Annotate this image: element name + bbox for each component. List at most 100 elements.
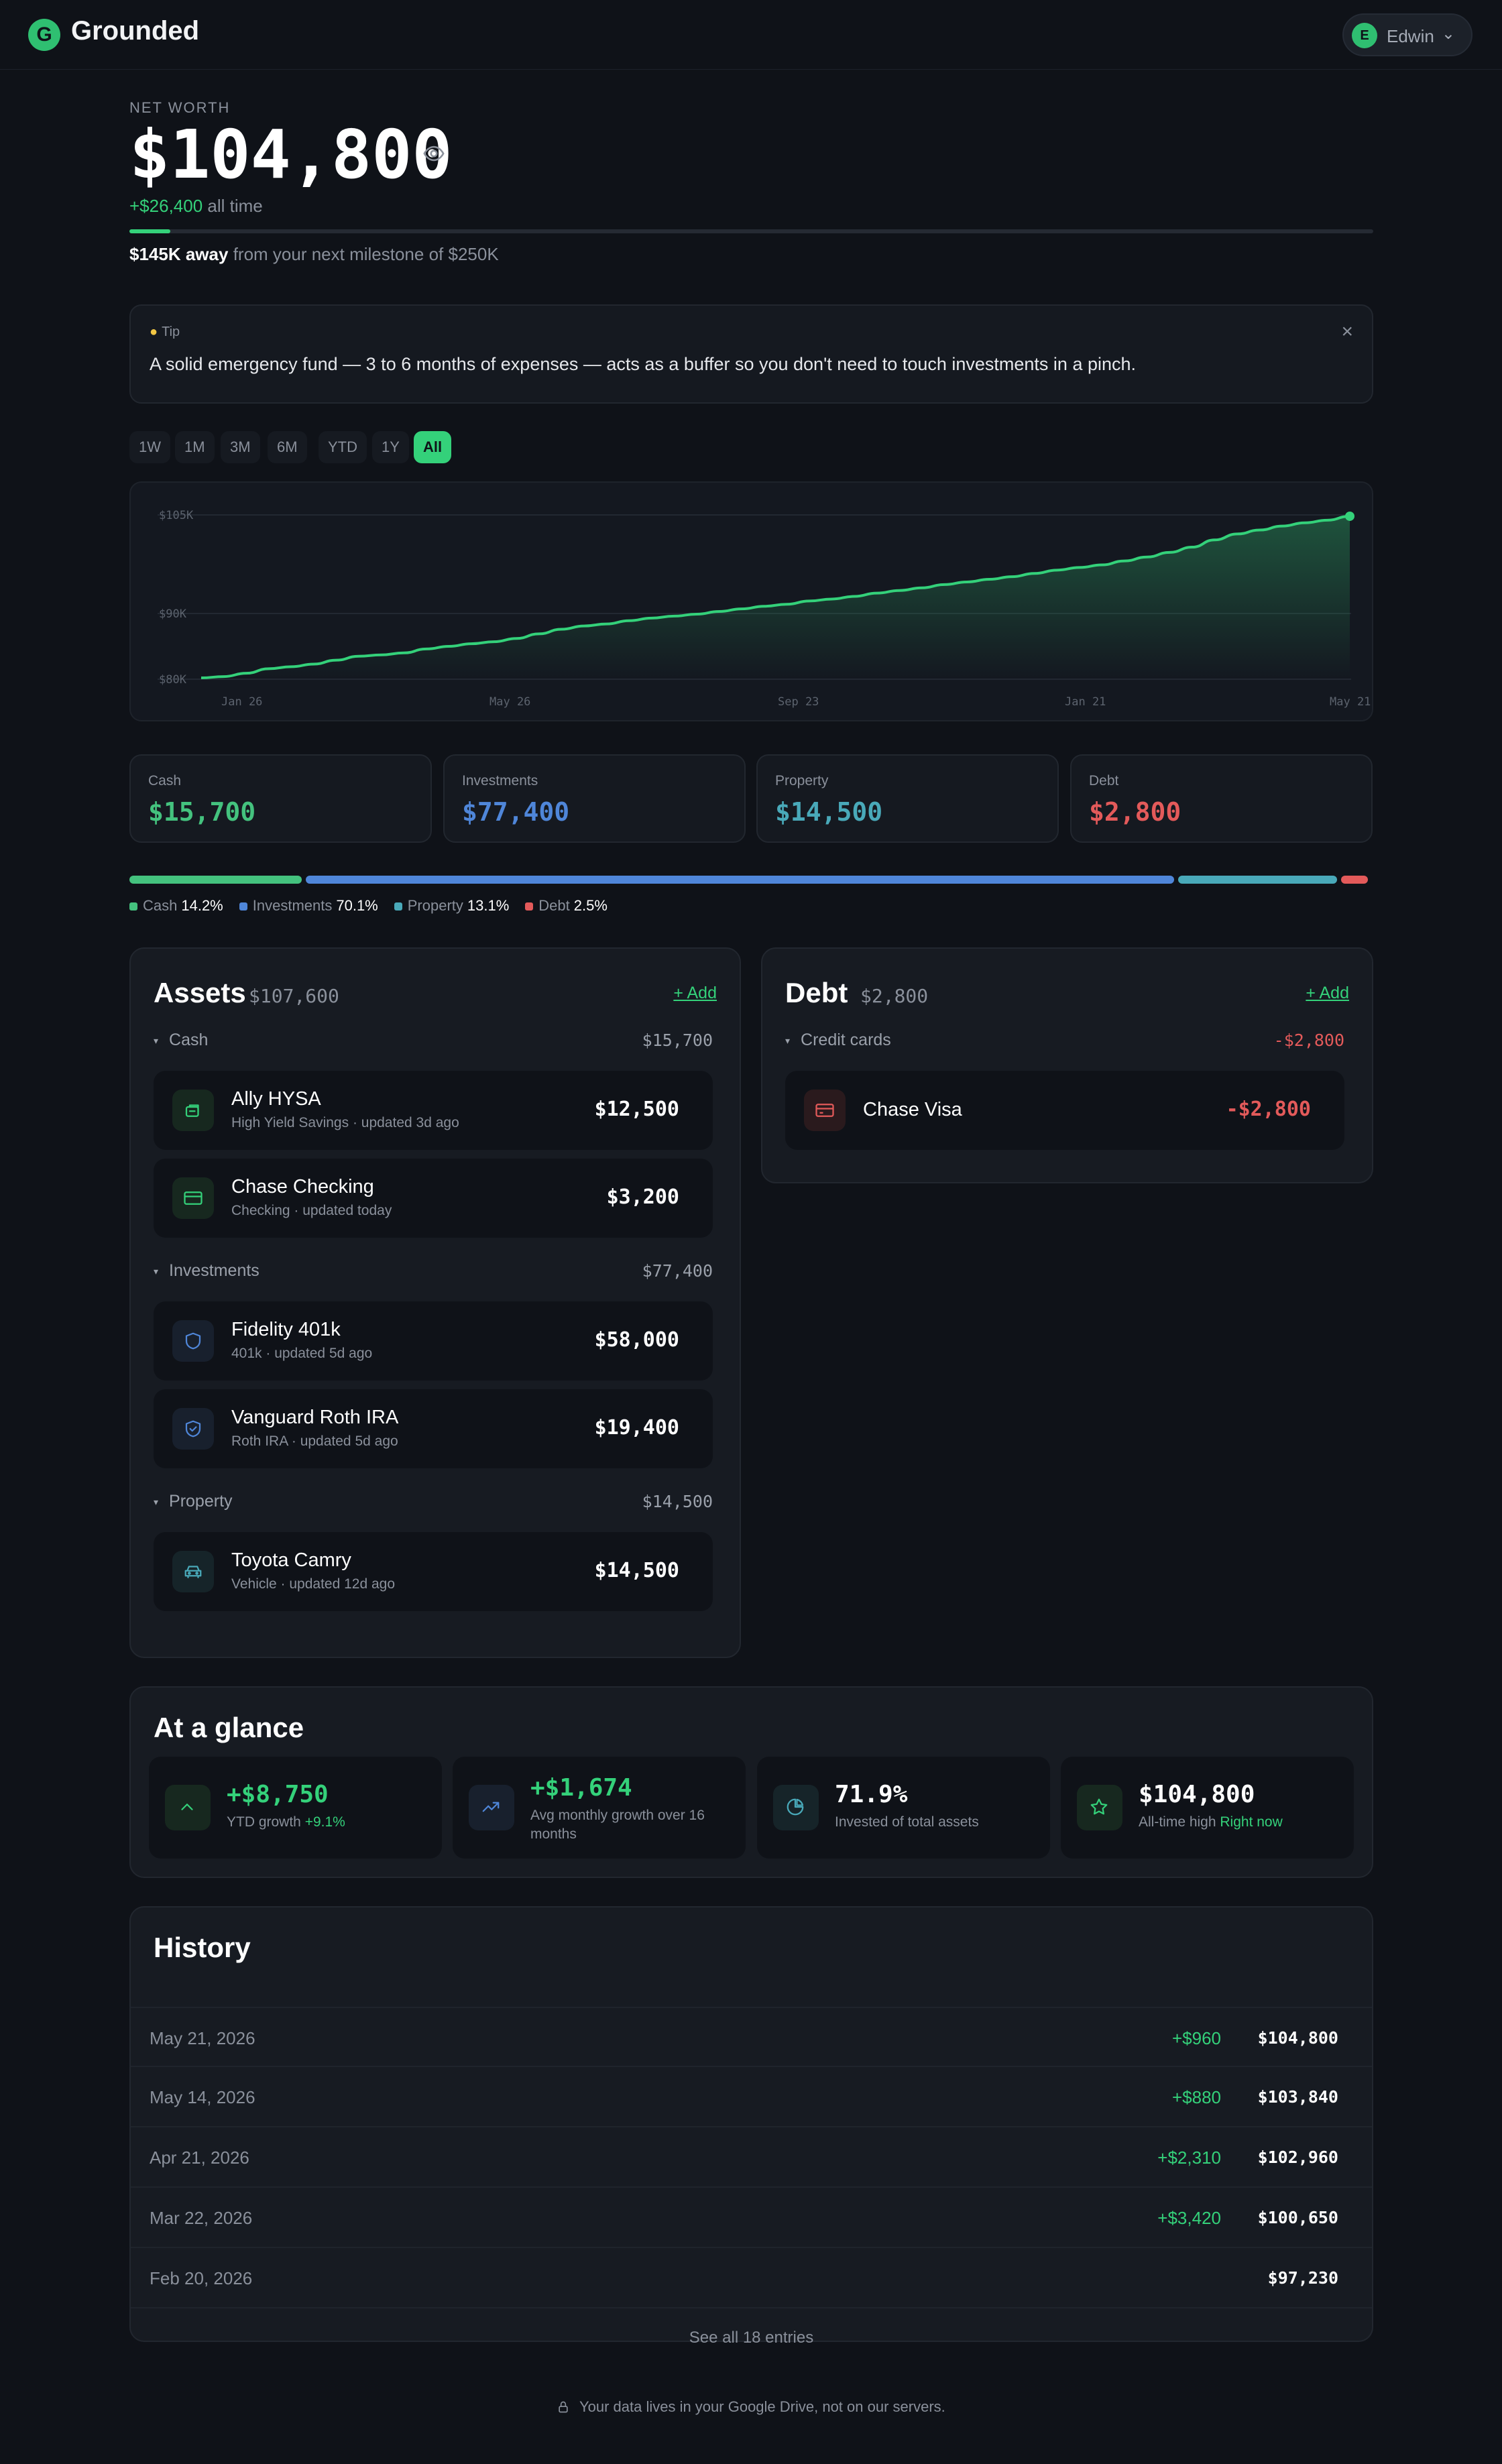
history-total: $103,840: [1257, 2087, 1338, 2107]
history-total: $102,960: [1257, 2148, 1338, 2167]
app-logo[interactable]: G: [28, 19, 60, 51]
summary-card-property[interactable]: Property $14,500: [756, 754, 1059, 843]
account-name: Ally HYSA: [231, 1088, 321, 1110]
history-row[interactable]: Mar 22, 2026 +$3,420 $100,650: [131, 2188, 1372, 2248]
assets-title: Assets: [154, 977, 246, 1008]
group-name: Cash: [169, 1031, 209, 1049]
tip-label: ● Tip: [150, 325, 180, 339]
summary-card-investments[interactable]: Investments $77,400: [443, 754, 746, 843]
legend-percent: 14.2%: [181, 897, 223, 914]
account-subtitle: Roth IRA · updated 5d ago: [231, 1433, 398, 1449]
glance-caption: YTD growth +9.1%: [227, 1813, 428, 1832]
range-tab-3m[interactable]: 3M: [221, 431, 260, 463]
chart-x-tick: May 26: [489, 695, 530, 709]
summary-label: Investments: [462, 773, 538, 788]
caret-down-icon: ▾: [154, 1035, 159, 1046]
footer-note: Your data lives in your Google Drive, no…: [0, 2398, 1502, 2416]
range-tab-1w[interactable]: 1W: [129, 431, 170, 463]
chart-x-tick: Jan 21: [1065, 695, 1106, 709]
account-subtitle: 401k · updated 5d ago: [231, 1346, 373, 1361]
history-date: Mar 22, 2026: [150, 2208, 253, 2228]
legend-swatch: [239, 902, 247, 911]
account-name: Vanguard Roth IRA: [231, 1407, 399, 1428]
chart-x-tick: May 21: [1330, 695, 1371, 709]
summary-label: Debt: [1089, 773, 1119, 788]
card-icon: [172, 1177, 214, 1219]
allocation-bar: [129, 876, 1373, 884]
top-bar: G Grounded E Edwin ⌄: [0, 0, 1502, 70]
group-total: -$2,800: [1273, 1031, 1344, 1050]
account-name: Fidelity 401k: [231, 1319, 341, 1340]
user-name: Edwin: [1387, 26, 1434, 46]
account-amount: $19,400: [594, 1416, 679, 1440]
glance-caption-text: All-time high: [1139, 1814, 1216, 1830]
legend-swatch: [129, 902, 137, 911]
tip-card: ● Tip A solid emergency fund — 3 to 6 mon…: [129, 304, 1373, 404]
account-amount: $12,500: [594, 1098, 679, 1121]
group-cash[interactable]: ▾ Cash $15,700: [154, 1031, 713, 1050]
range-tab-all[interactable]: All: [414, 431, 452, 463]
account-name: Toyota Camry: [231, 1549, 351, 1571]
history-row[interactable]: May 14, 2026 +$880 $103,840: [131, 2067, 1372, 2127]
range-tab-1m[interactable]: 1M: [175, 431, 215, 463]
group-property[interactable]: ▾ Property $14,500: [154, 1492, 713, 1511]
net-worth-change: +$26,400 all time: [129, 196, 263, 217]
summary-label: Property: [775, 773, 829, 788]
legend-item-debt: Debt 2.5%: [525, 897, 608, 915]
summary-card-debt[interactable]: Debt $2,800: [1070, 754, 1373, 843]
history-row[interactable]: Apr 21, 2026 +$2,310 $102,960: [131, 2127, 1372, 2188]
group-credit-cards[interactable]: ▾ Credit cards -$2,800: [785, 1031, 1344, 1050]
range-tab-1y[interactable]: 1Y: [372, 431, 409, 463]
see-all-entries-link[interactable]: See all 18 entries: [689, 2329, 814, 2347]
account-row[interactable]: Vanguard Roth IRA Roth IRA · updated 5d a…: [154, 1389, 713, 1468]
glance-caption: All-time high Right now: [1139, 1813, 1340, 1832]
summary-card-cash[interactable]: Cash $15,700: [129, 754, 432, 843]
chart-y-tick: $105K: [159, 509, 194, 522]
history-title: History: [154, 1932, 251, 1963]
legend-label: Debt: [538, 897, 570, 914]
history-total: $104,800: [1257, 2028, 1338, 2048]
account-row[interactable]: Chase Checking Checking · updated today $3…: [154, 1159, 713, 1238]
history-date: Feb 20, 2026: [150, 2268, 253, 2288]
range-tab-ytd[interactable]: YTD: [319, 431, 367, 463]
glance-caption-highlight: +9.1%: [304, 1814, 345, 1830]
shield-check-icon: [172, 1408, 214, 1450]
group-investments[interactable]: ▾ Investments $77,400: [154, 1261, 713, 1281]
group-total: $15,700: [642, 1031, 713, 1050]
account-amount: -$2,800: [1226, 1098, 1311, 1121]
glance-title: At a glance: [154, 1712, 304, 1743]
account-amount: $58,000: [594, 1328, 679, 1352]
account-row[interactable]: Fidelity 401k 401k · updated 5d ago $58,00…: [154, 1301, 713, 1381]
account-row[interactable]: Toyota Camry Vehicle · updated 12d ago $14…: [154, 1532, 713, 1611]
chart-x-tick: Jan 26: [221, 695, 262, 709]
legend-label: Property: [407, 897, 463, 914]
history-total: $97,230: [1267, 2268, 1338, 2288]
account-row-chase-visa[interactable]: Chase Visa -$2,800: [785, 1071, 1344, 1150]
chart-area: [201, 516, 1350, 679]
net-worth-change-suffix: all time: [207, 196, 263, 216]
add-asset-button[interactable]: + Add: [673, 984, 717, 1002]
glance-caption-text: Avg monthly growth over 16 months: [530, 1808, 705, 1842]
glance-card: +$8,750 YTD growth +9.1%: [149, 1757, 442, 1859]
history-change: +$2,310: [1157, 2148, 1221, 2168]
trend-up-icon: [469, 1785, 514, 1830]
summary-value: $2,800: [1089, 797, 1181, 827]
assets-total: $107,600: [249, 985, 339, 1007]
account-row[interactable]: Ally HYSA High Yield Savings · updated 3d…: [154, 1071, 713, 1150]
account-subtitle: High Yield Savings · updated 3d ago: [231, 1115, 459, 1130]
car-icon: [172, 1551, 214, 1592]
history-row[interactable]: Feb 20, 2026 $97,230: [131, 2248, 1372, 2308]
user-menu-button[interactable]: E Edwin ⌄: [1342, 13, 1472, 56]
history-date: May 14, 2026: [150, 2087, 255, 2107]
milestone-description: from your next milestone of $250K: [233, 244, 499, 264]
group-total: $77,400: [642, 1261, 713, 1281]
range-tab-6m[interactable]: 6M: [268, 431, 307, 463]
chart-end-point[interactable]: [1345, 511, 1354, 521]
eye-icon[interactable]: [422, 142, 445, 165]
close-icon[interactable]: ×: [1341, 320, 1353, 343]
history-row[interactable]: May 21, 2026 +$960 $104,800: [131, 2007, 1372, 2067]
chart-x-tick: Sep 23: [778, 695, 819, 709]
add-debt-button[interactable]: + Add: [1306, 984, 1349, 1002]
lock-icon: [557, 2398, 579, 2415]
milestone-progress-fill: [129, 229, 171, 233]
